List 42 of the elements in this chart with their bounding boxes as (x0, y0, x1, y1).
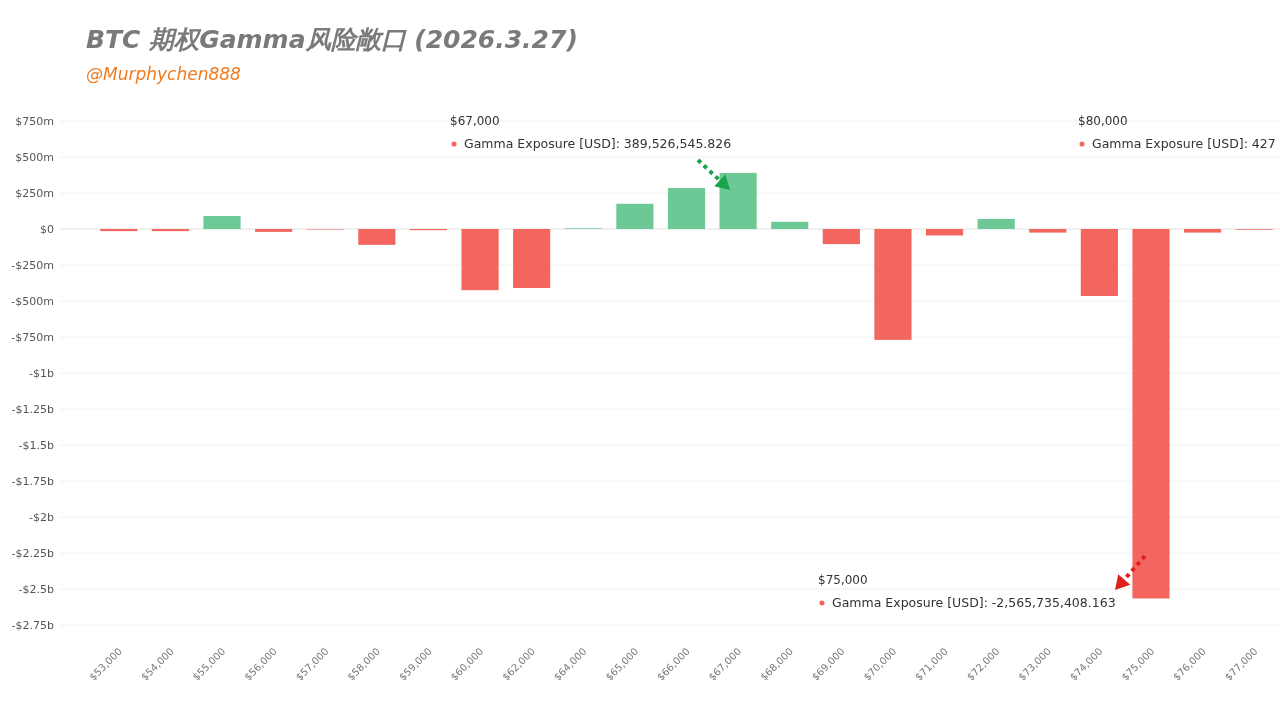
y-tick-label: $0 (40, 223, 54, 236)
bar (1029, 229, 1067, 233)
bar (925, 229, 964, 236)
bar (771, 221, 809, 229)
chart-subtitle: @Murphychen888 (86, 64, 242, 84)
bar (358, 229, 396, 245)
bar (667, 187, 706, 229)
annotation: $75,000 (818, 573, 868, 587)
bar (977, 218, 1015, 229)
bar (255, 229, 293, 232)
bar (874, 229, 912, 340)
y-tick-label: -$1.5b (18, 439, 55, 452)
bar (1184, 229, 1222, 233)
y-tick-label: $250m (15, 187, 54, 200)
annotation: $67,000 (450, 114, 500, 128)
bar (1132, 229, 1170, 599)
y-tick-label: -$750m (11, 331, 54, 344)
annotation: $80,000 (1078, 114, 1128, 128)
y-tick-label: $500m (15, 151, 54, 164)
y-tick-label: -$2.5b (18, 583, 55, 596)
y-tick-label: -$1.75b (11, 475, 55, 488)
y-tick-label: -$2.25b (11, 547, 55, 560)
bar (203, 216, 241, 229)
bar (461, 229, 499, 291)
y-tick-label: -$1b (29, 367, 55, 380)
y-tick-label: -$2b (29, 511, 55, 524)
bar (1080, 229, 1118, 296)
annotation: Gamma Exposure [USD]: 389,526,545.826 (464, 136, 732, 151)
bar (719, 172, 757, 229)
bar (151, 229, 189, 232)
annotation: Gamma Exposure [USD]: -2,565,735,408.163 (832, 595, 1116, 610)
y-tick-label: -$2.75b (11, 619, 55, 632)
y-tick-label: -$1.25b (11, 403, 55, 416)
y-tick-label: $750m (15, 115, 54, 128)
chart-title: BTC 期权Gamma风险敞口 (2026.3.27) (86, 25, 578, 54)
bar (822, 229, 860, 245)
bar (100, 229, 138, 232)
y-tick-label: -$500m (11, 295, 54, 308)
annotation: Gamma Exposure [USD]: 427 (1092, 136, 1276, 151)
bar (513, 229, 551, 289)
y-tick-label: -$250m (11, 259, 54, 272)
bar (616, 203, 654, 229)
